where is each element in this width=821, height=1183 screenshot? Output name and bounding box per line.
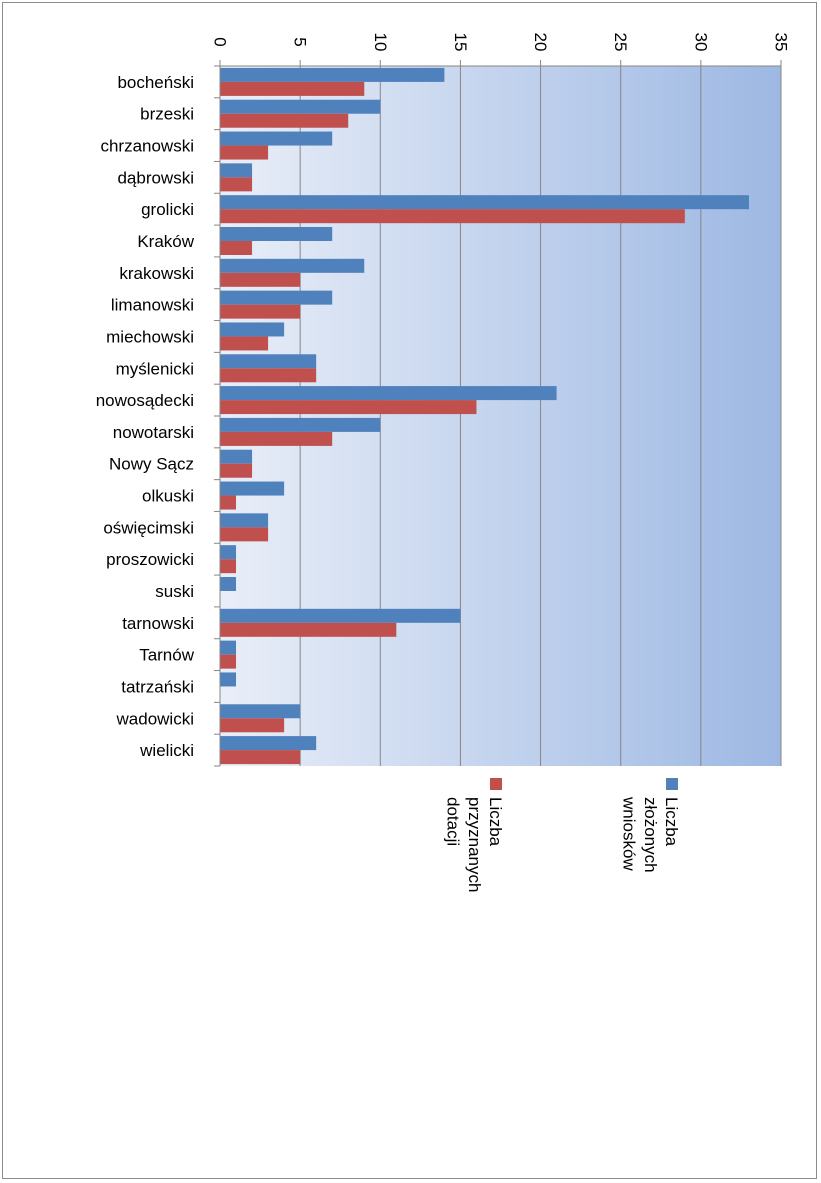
bar-submitted [220, 481, 285, 496]
bar-granted [220, 177, 253, 192]
category-label: myślenicki [116, 359, 194, 378]
bar-submitted [220, 513, 269, 528]
bar-submitted [220, 131, 333, 146]
bar-submitted [220, 163, 253, 178]
bar-granted [220, 622, 397, 637]
tick-label: 10 [371, 33, 390, 52]
category-label: bocheński [117, 73, 194, 92]
bar-submitted [220, 290, 333, 305]
category-label: miechowski [106, 327, 194, 346]
category-label: tatrzański [121, 677, 194, 696]
category-label: olkuski [142, 487, 194, 506]
category-label: nowotarski [113, 423, 194, 442]
category-label: grolicki [141, 200, 194, 219]
category-label: chrzanowski [100, 137, 194, 156]
category-labels: bocheński brzeski chrzanowski dąbrowski grol… [96, 73, 195, 760]
bar-granted [220, 400, 477, 415]
tick-labels: 0 5 10 15 20 25 30 35 [211, 33, 791, 52]
category-label: suski [155, 582, 194, 601]
tick-label: 20 [531, 33, 550, 52]
tick-label: 0 [211, 37, 230, 46]
category-label: nowosądecki [96, 391, 194, 410]
category-label: wielicki [139, 741, 194, 760]
bar-submitted [220, 195, 749, 210]
bar-submitted [220, 640, 237, 655]
bar-granted [220, 113, 349, 128]
bars [220, 67, 749, 765]
bar-submitted [220, 704, 301, 719]
tick-label: 30 [691, 33, 710, 52]
bar-granted [220, 463, 253, 478]
bar-granted [220, 241, 253, 255]
bar-submitted [220, 258, 365, 273]
plot-area [220, 66, 781, 766]
bar-granted [220, 431, 333, 446]
bar-granted [220, 559, 237, 574]
bar-submitted [220, 577, 237, 591]
bar-submitted [220, 672, 237, 687]
bar-submitted [220, 99, 381, 114]
bar-submitted [220, 227, 333, 241]
bar-submitted [220, 449, 253, 464]
tick-label: 25 [611, 33, 630, 52]
legend-label: Liczbaprzyznanychdotacji [444, 797, 506, 892]
bar-granted [220, 718, 285, 733]
bar-submitted [220, 545, 237, 560]
category-label: Nowy Sącz [109, 455, 194, 474]
category-label: Kraków [137, 232, 194, 251]
category-label: wadowicki [116, 709, 194, 728]
bar-submitted [220, 322, 285, 337]
bar-granted [220, 81, 365, 96]
bar-granted [220, 495, 237, 510]
bar-granted [220, 145, 269, 160]
bar-submitted [220, 67, 445, 82]
legend-swatch [666, 778, 678, 790]
legend-swatch [490, 778, 502, 790]
category-label: tarnowski [122, 614, 194, 633]
bar-submitted [220, 736, 317, 751]
bar-granted [220, 527, 269, 542]
legend-label: Liczbazłożonychwniosków [620, 796, 682, 873]
category-label: Tarnów [139, 646, 195, 665]
legend: Liczbazłożonychwniosków Liczbaprzyznanych… [444, 778, 682, 892]
category-label: brzeski [140, 105, 194, 124]
category-label: proszowicki [106, 550, 194, 569]
category-label: dąbrowski [117, 168, 194, 187]
bar-granted [220, 304, 301, 319]
bar-submitted [220, 608, 461, 623]
tick-label: 5 [291, 37, 310, 46]
bar-granted [220, 209, 685, 224]
tick-label: 35 [772, 33, 791, 52]
bar-submitted [220, 417, 381, 432]
tick-label: 15 [451, 33, 470, 52]
gridlines [299, 66, 782, 766]
bar-submitted [220, 354, 317, 369]
bar-granted [220, 272, 301, 287]
axes [214, 60, 782, 767]
bar-submitted [220, 386, 557, 401]
category-label: krakowski [119, 264, 194, 283]
bar-granted [220, 368, 317, 383]
category-label: oświęcimski [103, 518, 194, 537]
category-label: limanowski [111, 296, 194, 315]
bar-granted [220, 750, 301, 765]
bar-granted [220, 654, 237, 669]
bar-granted [220, 336, 269, 351]
